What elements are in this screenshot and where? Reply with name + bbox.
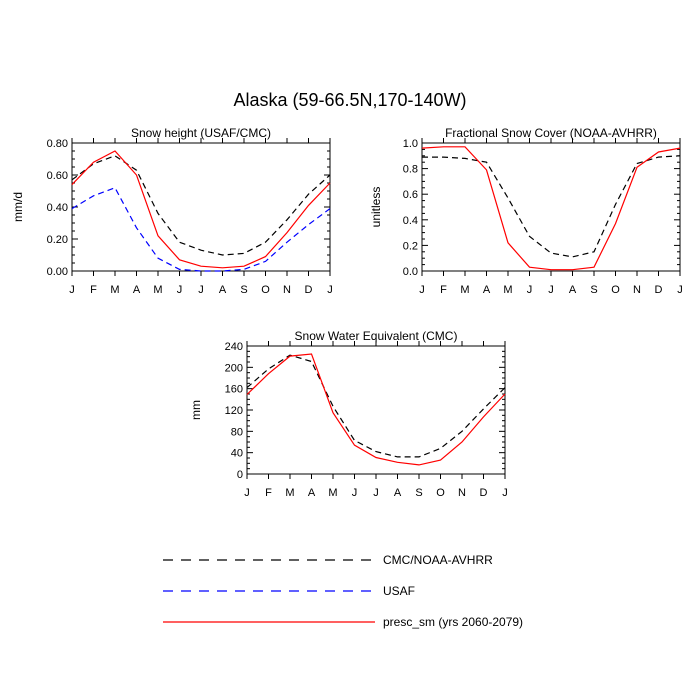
x-tick-label: N <box>458 487 466 499</box>
y-tick-label: 0.6 <box>403 189 418 201</box>
series-line <box>71 155 331 256</box>
plot-frame <box>246 345 506 475</box>
series-line <box>71 150 331 269</box>
x-tick-label: F <box>265 487 272 499</box>
y-tick-label: 240 <box>225 341 243 353</box>
x-tick-label: J <box>373 487 379 499</box>
y-tick-label: 40 <box>231 448 243 460</box>
x-tick-label: M <box>285 487 294 499</box>
legend-label: CMC/NOAA-AVHRR <box>383 553 493 567</box>
y-axis-label: mm/d <box>11 192 25 222</box>
y-tick-label: 0 <box>237 469 243 481</box>
x-tick-label: F <box>440 284 447 296</box>
chart-title: Snow height (USAF/CMC) <box>131 126 271 140</box>
x-tick-label: A <box>219 284 227 296</box>
y-tick-label: 200 <box>225 362 243 374</box>
y-tick-label: 0.4 <box>403 215 418 227</box>
x-tick-label: J <box>198 284 204 296</box>
x-tick-label: M <box>110 284 119 296</box>
series-line <box>71 187 331 272</box>
x-tick-label: N <box>633 284 641 296</box>
x-tick-label: S <box>415 487 422 499</box>
plot-frame <box>71 142 331 272</box>
x-tick-label: F <box>90 284 97 296</box>
y-tick-label: 120 <box>225 405 243 417</box>
chart-title: Snow Water Equivalent (CMC) <box>295 329 458 343</box>
x-tick-label: J <box>177 284 183 296</box>
x-tick-label: J <box>419 284 425 296</box>
x-tick-label: M <box>460 284 469 296</box>
x-tick-label: A <box>394 487 402 499</box>
legend: CMC/NOAA-AVHRR USAF presc_sm (yrs 2060-207… <box>163 553 523 629</box>
x-tick-label: A <box>308 487 316 499</box>
x-tick-label: J <box>352 487 358 499</box>
x-tick-label: D <box>480 487 488 499</box>
x-tick-label: S <box>240 284 247 296</box>
y-tick-label: 160 <box>225 384 243 396</box>
chart-panel-2: Fractional Snow Cover (NOAA-AVHRR) unitle… <box>369 126 683 296</box>
y-tick-label: 0.8 <box>403 164 418 176</box>
x-tick-label: A <box>133 284 141 296</box>
x-tick-label: M <box>328 487 337 499</box>
y-tick-label: 0.20 <box>47 234 68 246</box>
x-tick-label: O <box>611 284 620 296</box>
legend-label: USAF <box>383 584 415 598</box>
x-tick-label: J <box>677 284 683 296</box>
y-tick-label: 0.2 <box>403 240 418 252</box>
y-tick-label: 80 <box>231 426 243 438</box>
y-tick-label: 0.40 <box>47 202 68 214</box>
y-axis-label: mm <box>189 400 203 420</box>
y-tick-label: 0.80 <box>47 138 68 150</box>
x-tick-label: J <box>502 487 508 499</box>
x-tick-label: D <box>655 284 663 296</box>
chart-title: Fractional Snow Cover (NOAA-AVHRR) <box>445 126 657 140</box>
x-tick-label: D <box>305 284 313 296</box>
chart-panel-1: Snow height (USAF/CMC) mm/d 0.00 0.20 0.40 0.… <box>11 126 333 296</box>
series-line <box>421 146 681 271</box>
x-tick-label: M <box>153 284 162 296</box>
y-tick-label: 0.00 <box>47 266 68 278</box>
x-tick-label: A <box>569 284 577 296</box>
x-tick-label: M <box>503 284 512 296</box>
y-axis-label: unitless <box>369 187 383 228</box>
y-tick-label: 1.0 <box>403 138 418 150</box>
series-line <box>246 354 506 458</box>
x-tick-label: J <box>69 284 75 296</box>
figure-title: Alaska (59-66.5N,170-140W) <box>233 90 467 110</box>
chart-panels: Snow height (USAF/CMC)mm/d0.000.200.400.… <box>11 126 683 499</box>
chart-panel-3: Snow Water Equivalent (CMC) mm 0 40 80 120 160… <box>189 329 508 499</box>
x-tick-label: N <box>283 284 291 296</box>
y-tick-label: 0.60 <box>47 170 68 182</box>
x-tick-label: J <box>527 284 533 296</box>
x-tick-label: O <box>261 284 270 296</box>
x-tick-label: S <box>590 284 597 296</box>
x-tick-label: J <box>327 284 333 296</box>
x-tick-label: J <box>548 284 554 296</box>
series-line <box>246 353 506 466</box>
x-tick-label: A <box>483 284 491 296</box>
x-tick-label: O <box>436 487 445 499</box>
y-tick-label: 0.0 <box>403 266 418 278</box>
legend-label: presc_sm (yrs 2060-2079) <box>383 615 523 629</box>
series-line <box>422 155 681 258</box>
x-tick-label: J <box>244 487 250 499</box>
